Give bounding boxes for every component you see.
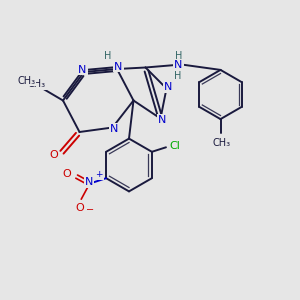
Text: N: N — [110, 124, 118, 134]
Text: Cl: Cl — [169, 141, 180, 151]
Text: CH₃: CH₃ — [213, 138, 231, 148]
Text: +: + — [95, 170, 103, 179]
Text: N: N — [85, 177, 93, 188]
Text: H: H — [174, 71, 182, 81]
Text: −: − — [86, 205, 94, 215]
Text: CH₃: CH₃ — [28, 79, 46, 89]
Text: N: N — [174, 59, 183, 70]
Text: H: H — [175, 51, 182, 61]
Text: N: N — [164, 82, 172, 92]
Text: N: N — [114, 61, 123, 72]
Text: O: O — [75, 202, 84, 213]
Text: N: N — [158, 115, 166, 125]
Text: O: O — [62, 169, 71, 179]
Text: N: N — [78, 64, 87, 75]
Text: H: H — [104, 51, 111, 62]
Text: O: O — [49, 150, 58, 160]
Text: CH₃: CH₃ — [18, 76, 36, 86]
